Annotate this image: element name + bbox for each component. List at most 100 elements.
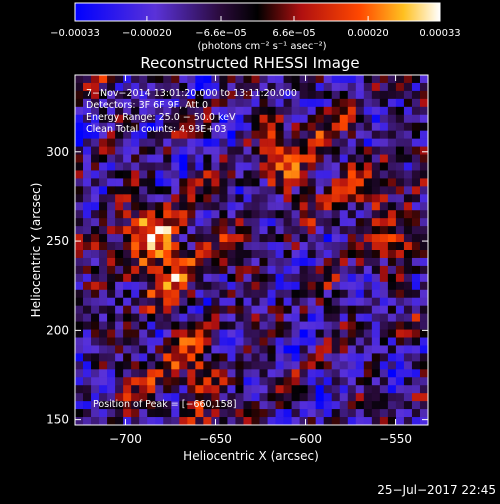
- heatmap-cell: [179, 98, 188, 108]
- heatmap-cell: [179, 329, 188, 338]
- heatmap-cell: [379, 257, 389, 267]
- heatmap-cell: [283, 226, 292, 235]
- heatmap-cell: [307, 226, 316, 235]
- heatmap-cell: [99, 329, 108, 338]
- heatmap-cell: [267, 186, 276, 195]
- heatmap-cell: [155, 321, 164, 330]
- heatmap-cell: [75, 170, 84, 179]
- heatmap-cell: [155, 114, 164, 124]
- heatmap-cell: [131, 377, 140, 386]
- heatmap-cell: [395, 273, 405, 283]
- heatmap-cell: [259, 401, 268, 410]
- heatmap-cell: [203, 337, 212, 346]
- heatmap-cell: [315, 369, 324, 378]
- heatmap-cell: [139, 170, 148, 179]
- heatmap-cell: [379, 369, 389, 378]
- heatmap-cell: [227, 98, 236, 108]
- heatmap-cell: [379, 194, 389, 203]
- heatmap-cell: [227, 273, 236, 283]
- heatmap-cell: [275, 417, 284, 426]
- heatmap-cell: [75, 321, 84, 330]
- heatmap-cell: [331, 75, 341, 84]
- heatmap-cell: [83, 138, 92, 147]
- heatmap-cell: [307, 146, 316, 155]
- heatmap-cell: [195, 226, 204, 235]
- heatmap-cell: [363, 361, 373, 370]
- heatmap-cell: [75, 385, 84, 394]
- heatmap-cell: [187, 369, 196, 378]
- heatmap-cell: [203, 138, 212, 147]
- heatmap-cell: [139, 257, 148, 267]
- heatmap-cell: [195, 122, 204, 131]
- heatmap-cell: [99, 170, 108, 179]
- heatmap-cell: [339, 289, 349, 299]
- heatmap-cell: [131, 202, 140, 211]
- heatmap-cell: [115, 98, 124, 108]
- heatmap-cell: [243, 321, 252, 330]
- heatmap-cell: [355, 106, 365, 116]
- heatmap-cell: [259, 234, 268, 243]
- heatmap-cell: [403, 162, 413, 171]
- heatmap-cell: [331, 345, 341, 354]
- heatmap-cell: [131, 234, 140, 243]
- heatmap-cell: [211, 273, 220, 283]
- heatmap-cell: [299, 417, 308, 426]
- heatmap-cell: [339, 353, 349, 362]
- heatmap-cell: [163, 146, 172, 155]
- heatmap-cell: [315, 162, 324, 171]
- heatmap-cell: [171, 75, 180, 84]
- heatmap-cell: [163, 250, 172, 259]
- heatmap-cell: [283, 178, 292, 187]
- heatmap-cell: [411, 401, 421, 410]
- heatmap-cell: [179, 170, 188, 179]
- heatmap-cell: [171, 98, 180, 108]
- heatmap-cell: [219, 321, 228, 330]
- heatmap-cell: [179, 138, 188, 147]
- heatmap-cell: [291, 138, 300, 147]
- heatmap-cell: [211, 281, 220, 291]
- heatmap-cell: [379, 353, 389, 362]
- heatmap-cell: [155, 202, 164, 211]
- heatmap-cell: [179, 417, 188, 426]
- heatmap-cell: [339, 337, 349, 346]
- heatmap-cell: [107, 122, 116, 131]
- heatmap-cell: [227, 305, 236, 314]
- heatmap-cell: [403, 297, 413, 306]
- heatmap-cell: [227, 417, 236, 426]
- heatmap-cell: [331, 82, 341, 92]
- heatmap-cell: [211, 226, 220, 235]
- heatmap-cell: [291, 218, 300, 227]
- heatmap-cell: [355, 162, 365, 171]
- heatmap-cell: [339, 321, 349, 330]
- heatmap-cell: [211, 321, 220, 330]
- heatmap-cell: [411, 417, 421, 426]
- heatmap-cell: [307, 202, 316, 211]
- heatmap-cell: [403, 401, 413, 410]
- heatmap-cell: [91, 90, 100, 100]
- heatmap-cell: [251, 178, 260, 187]
- heatmap-cell: [171, 234, 180, 243]
- heatmap-cell: [403, 281, 413, 291]
- heatmap-cell: [307, 297, 316, 306]
- heatmap-cell: [251, 106, 260, 116]
- heatmap-cell: [131, 297, 140, 306]
- heatmap-cell: [419, 170, 429, 179]
- heatmap-cell: [227, 313, 236, 322]
- heatmap-cell: [419, 98, 429, 108]
- heatmap-cell: [227, 90, 236, 100]
- heatmap-cell: [203, 226, 212, 235]
- heatmap-cell: [107, 273, 116, 283]
- heatmap-cell: [403, 210, 413, 219]
- heatmap-cell: [211, 202, 220, 211]
- heatmap-cell: [235, 369, 244, 378]
- heatmap-cell: [131, 162, 140, 171]
- heatmap-cell: [363, 265, 373, 275]
- heatmap-cell: [91, 289, 100, 299]
- x-tick-label: −550: [379, 432, 412, 446]
- heatmap-cell: [363, 369, 373, 378]
- heatmap-cell: [171, 178, 180, 187]
- heatmap-cell: [259, 98, 268, 108]
- x-tick-label: −600: [289, 432, 322, 446]
- heatmap-cell: [291, 234, 300, 243]
